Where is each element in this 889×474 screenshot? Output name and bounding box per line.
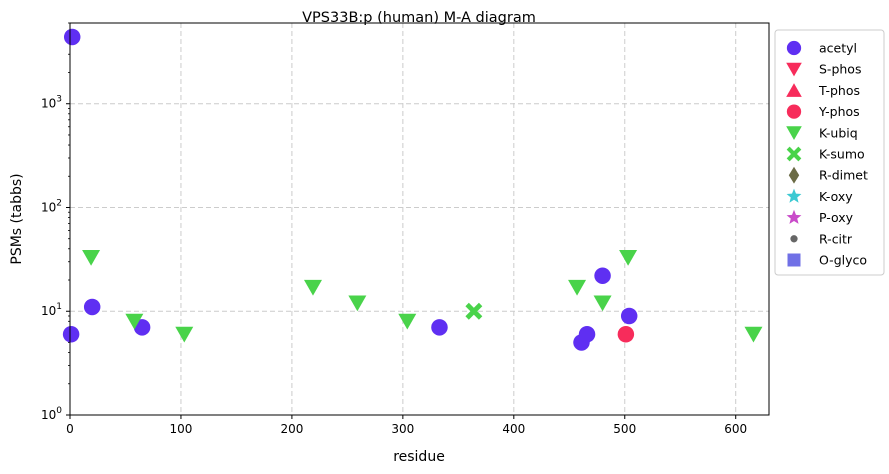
data-point-k-ubiq <box>175 326 194 343</box>
legend-label-acetyl: acetyl <box>819 41 857 56</box>
gridlines <box>70 23 769 415</box>
legend-label-k-oxy: K-oxy <box>819 189 853 204</box>
x-axis-ticks: 0 100 200 300 400 500 600 <box>66 415 747 436</box>
data-point-k-ubiq <box>82 249 101 266</box>
legend-label-t-phos: T-phos <box>818 83 860 98</box>
legend-label-y-phos: Y-phos <box>818 104 860 119</box>
plot-frame <box>69 22 770 416</box>
data-point-k-ubiq <box>398 313 417 330</box>
legend-label-k-sumo: K-sumo <box>819 147 865 162</box>
y-tick-label: 101 <box>41 302 62 318</box>
legend-marker-y-phos <box>786 104 802 119</box>
y-axis-ticks: 100 101 102 103 <box>41 22 70 422</box>
legend-label-o-glyco: O-glyco <box>819 253 867 268</box>
legend-marker-r-citr <box>790 235 798 243</box>
x-axis-label: residue <box>393 449 445 465</box>
legend-box <box>774 29 885 276</box>
x-tick-label: 200 <box>280 422 303 436</box>
data-point-k-ubiq <box>348 295 367 312</box>
x-tick-label: 500 <box>613 422 636 436</box>
data-point-k-ubiq <box>593 295 612 312</box>
data-point-acetyl <box>594 267 611 284</box>
data-point-acetyl <box>62 326 80 343</box>
y-tick-label: 100 <box>41 406 62 422</box>
legend: acetyl S-phos T-phos Y-phos K-ubiq K-sumo R-di… <box>774 29 885 276</box>
x-tick-label: 300 <box>391 422 414 436</box>
data-points <box>62 28 763 351</box>
legend-marker-k-sumo <box>786 146 802 162</box>
y-tick-label: 102 <box>41 198 62 214</box>
data-point-k-ubiq <box>744 326 763 343</box>
x-tick-label: 100 <box>169 422 192 436</box>
legend-label-p-oxy: P-oxy <box>819 210 854 225</box>
y-tick-label: 103 <box>41 95 62 111</box>
legend-marker-r-dimet <box>788 166 800 184</box>
data-point-k-sumo <box>465 302 483 320</box>
data-point-acetyl <box>83 298 101 316</box>
data-point-k-ubiq <box>303 279 322 296</box>
legend-label-r-dimet: R-dimet <box>819 168 868 183</box>
legend-marker-k-oxy <box>786 188 802 203</box>
x-tick-label: 400 <box>502 422 525 436</box>
legend-marker-p-oxy <box>786 209 802 224</box>
legend-label-k-ubiq: K-ubiq <box>819 125 858 140</box>
data-point-acetyl <box>578 326 596 343</box>
legend-label-s-phos: S-phos <box>819 62 861 77</box>
data-point-k-ubiq <box>619 249 638 266</box>
data-point-k-ubiq <box>125 313 144 330</box>
data-point-acetyl <box>431 319 448 336</box>
legend-marker-acetyl <box>786 40 802 56</box>
data-point-acetyl <box>133 319 151 336</box>
legend-label-r-citr: R-citr <box>819 231 853 246</box>
x-tick-label: 600 <box>724 422 747 436</box>
data-point-y-phos <box>617 326 635 343</box>
data-point-acetyl <box>620 307 638 325</box>
legend-marker-k-ubiq <box>786 126 802 140</box>
legend-marker-o-glyco <box>787 253 801 267</box>
y-axis-label: PSMs (tabbs) <box>9 173 25 264</box>
legend-marker-s-phos <box>786 62 802 77</box>
data-point-k-ubiq <box>568 279 587 296</box>
chart-title: VPS33B:p (human) M-A diagram <box>302 10 536 26</box>
legend-marker-t-phos <box>786 83 802 97</box>
x-tick-label: 0 <box>66 422 74 436</box>
data-point-acetyl <box>63 28 81 46</box>
